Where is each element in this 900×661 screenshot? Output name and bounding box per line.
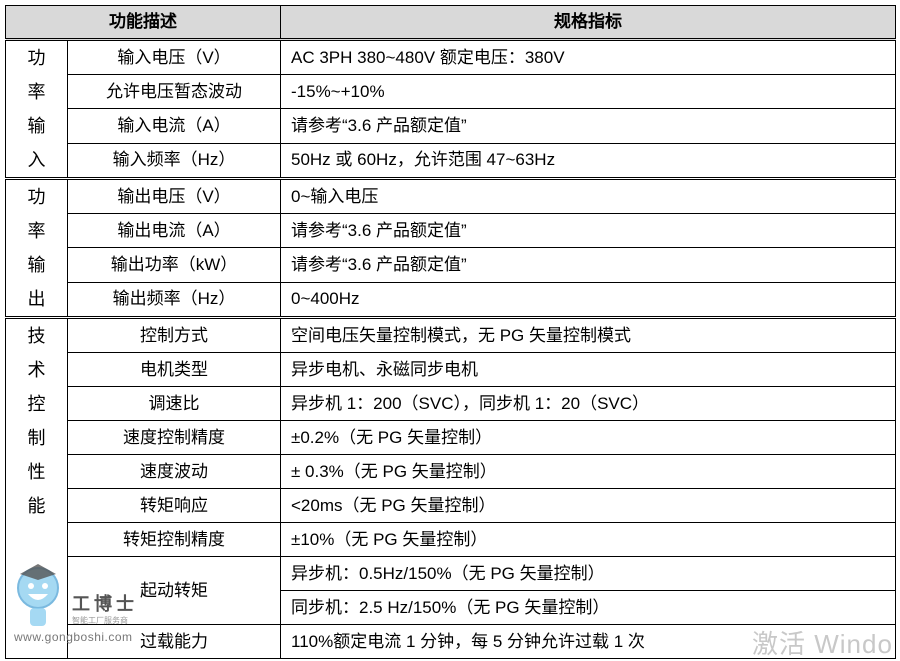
table-row: 电机类型 异步电机、永磁同步电机 — [6, 352, 896, 387]
group-label-char: 能 — [27, 496, 46, 516]
group-label-char: 输 — [27, 255, 46, 275]
function-name: 输入频率（Hz） — [67, 142, 281, 180]
table-row: 技术控制性能控制方式 空间电压矢量控制模式，无 PG 矢量控制模式 — [5, 316, 896, 659]
function-name: 输出电流（A） — [67, 213, 281, 249]
group-label: 技术控制性能 — [5, 316, 68, 659]
group-label: 功率输出 — [5, 177, 68, 318]
table-row: 速度波动 ± 0.3%（无 PG 矢量控制） — [6, 454, 896, 489]
function-name: 速度波动 — [67, 454, 281, 489]
spec-value: 异步电机、永磁同步电机 — [280, 352, 896, 387]
spec-value: ±0.2%（无 PG 矢量控制） — [280, 420, 896, 455]
spec-value: 异步机 1：200（SVC），同步机 1：20（SVC） — [280, 386, 896, 421]
spec-value: 空间电压矢量控制模式，无 PG 矢量控制模式 — [280, 316, 896, 353]
table-row: 输出功率（kW） 请参考“3.6 产品额定值” — [6, 247, 896, 283]
table-row: 输入频率（Hz） 50Hz 或 60Hz，允许范围 47~63Hz — [6, 142, 896, 180]
group-label-char: 出 — [27, 289, 46, 309]
spec-value: <20ms（无 PG 矢量控制） — [280, 488, 896, 523]
spec-value: 异步机：0.5Hz/150%（无 PG 矢量控制） — [291, 564, 605, 583]
table-row: 输出电流（A） 请参考“3.6 产品额定值” — [6, 213, 896, 249]
spec-value: 0~输入电压 — [280, 176, 896, 215]
table-row: 输入电流（A） 请参考“3.6 产品额定值” — [6, 108, 896, 144]
spec-value: 0~400Hz — [280, 281, 896, 319]
function-name: 允许电压暂态波动 — [67, 74, 281, 110]
header-function: 功能描述 — [5, 5, 281, 40]
group-label-char: 性 — [27, 462, 46, 482]
function-name: 输出频率（Hz） — [67, 281, 281, 319]
function-name: 输入电压（V） — [67, 37, 281, 76]
function-name: 输出电压（V） — [67, 176, 281, 215]
group-label-char: 技 — [27, 326, 46, 346]
header-row: 功能描述 规格指标 — [5, 5, 896, 40]
group-label-char: 率 — [27, 82, 46, 102]
table-row: 速度控制精度 ±0.2%（无 PG 矢量控制） — [6, 420, 896, 455]
table-row: 起动转矩 异步机：0.5Hz/150%（无 PG 矢量控制） 同步机：2.5 Hz/… — [6, 556, 896, 625]
spec-value: -15%~+10% — [280, 74, 896, 110]
table-row: 功率输入输入电压（V） AC 3PH 380~480V 额定电压：380V — [5, 37, 896, 179]
table-row: 允许电压暂态波动 -15%~+10% — [6, 74, 896, 110]
spec-value-multi: 异步机：0.5Hz/150%（无 PG 矢量控制） 同步机：2.5 Hz/150%… — [280, 556, 896, 625]
table-row: 功率输出输出电压（V） 0~输入电压 — [5, 176, 896, 318]
spec-value: ±10%（无 PG 矢量控制） — [280, 522, 896, 557]
group-label: 功率输入 — [5, 38, 68, 179]
group-label-char: 功 — [27, 48, 46, 68]
function-name: 过载能力 — [67, 624, 281, 659]
spec-value: 请参考“3.6 产品额定值” — [280, 247, 896, 283]
table-row: 转矩响应 <20ms（无 PG 矢量控制） — [6, 488, 896, 523]
function-name: 调速比 — [67, 386, 281, 421]
function-name: 输出功率（kW） — [67, 247, 281, 283]
header-spec: 规格指标 — [280, 5, 896, 40]
spec-value: 同步机：2.5 Hz/150%（无 PG 矢量控制） — [281, 590, 895, 624]
activate-windows-watermark: 激活 Windo — [752, 629, 893, 659]
group-label-char: 功 — [27, 187, 46, 207]
function-name: 电机类型 — [67, 352, 281, 387]
function-name: 控制方式 — [67, 316, 281, 353]
function-name: 起动转矩 — [67, 556, 281, 625]
group-label-char: 输 — [27, 116, 46, 136]
group-label-char: 入 — [27, 150, 46, 170]
function-name: 速度控制精度 — [67, 420, 281, 455]
spec-value: AC 3PH 380~480V 额定电压：380V — [280, 37, 896, 76]
function-name: 输入电流（A） — [67, 108, 281, 144]
spec-value: 请参考“3.6 产品额定值” — [280, 213, 896, 249]
spec-value: 50Hz 或 60Hz，允许范围 47~63Hz — [280, 142, 896, 180]
spec-table: 功能描述 规格指标 功率输入输入电压（V） AC 3PH 380~480V 额定电… — [5, 5, 896, 659]
group-label-char: 率 — [27, 221, 46, 241]
table-row: 转矩控制精度 ±10%（无 PG 矢量控制） — [6, 522, 896, 557]
table-row: 输出频率（Hz） 0~400Hz — [6, 281, 896, 319]
spec-value: ± 0.3%（无 PG 矢量控制） — [280, 454, 896, 489]
table-row: 调速比 异步机 1：200（SVC），同步机 1：20（SVC） — [6, 386, 896, 421]
group-label-char: 制 — [27, 428, 46, 448]
function-name: 转矩控制精度 — [67, 522, 281, 557]
group-label-char: 控 — [27, 394, 46, 414]
spec-value: 请参考“3.6 产品额定值” — [280, 108, 896, 144]
group-label-char: 术 — [27, 360, 46, 380]
function-name: 转矩响应 — [67, 488, 281, 523]
